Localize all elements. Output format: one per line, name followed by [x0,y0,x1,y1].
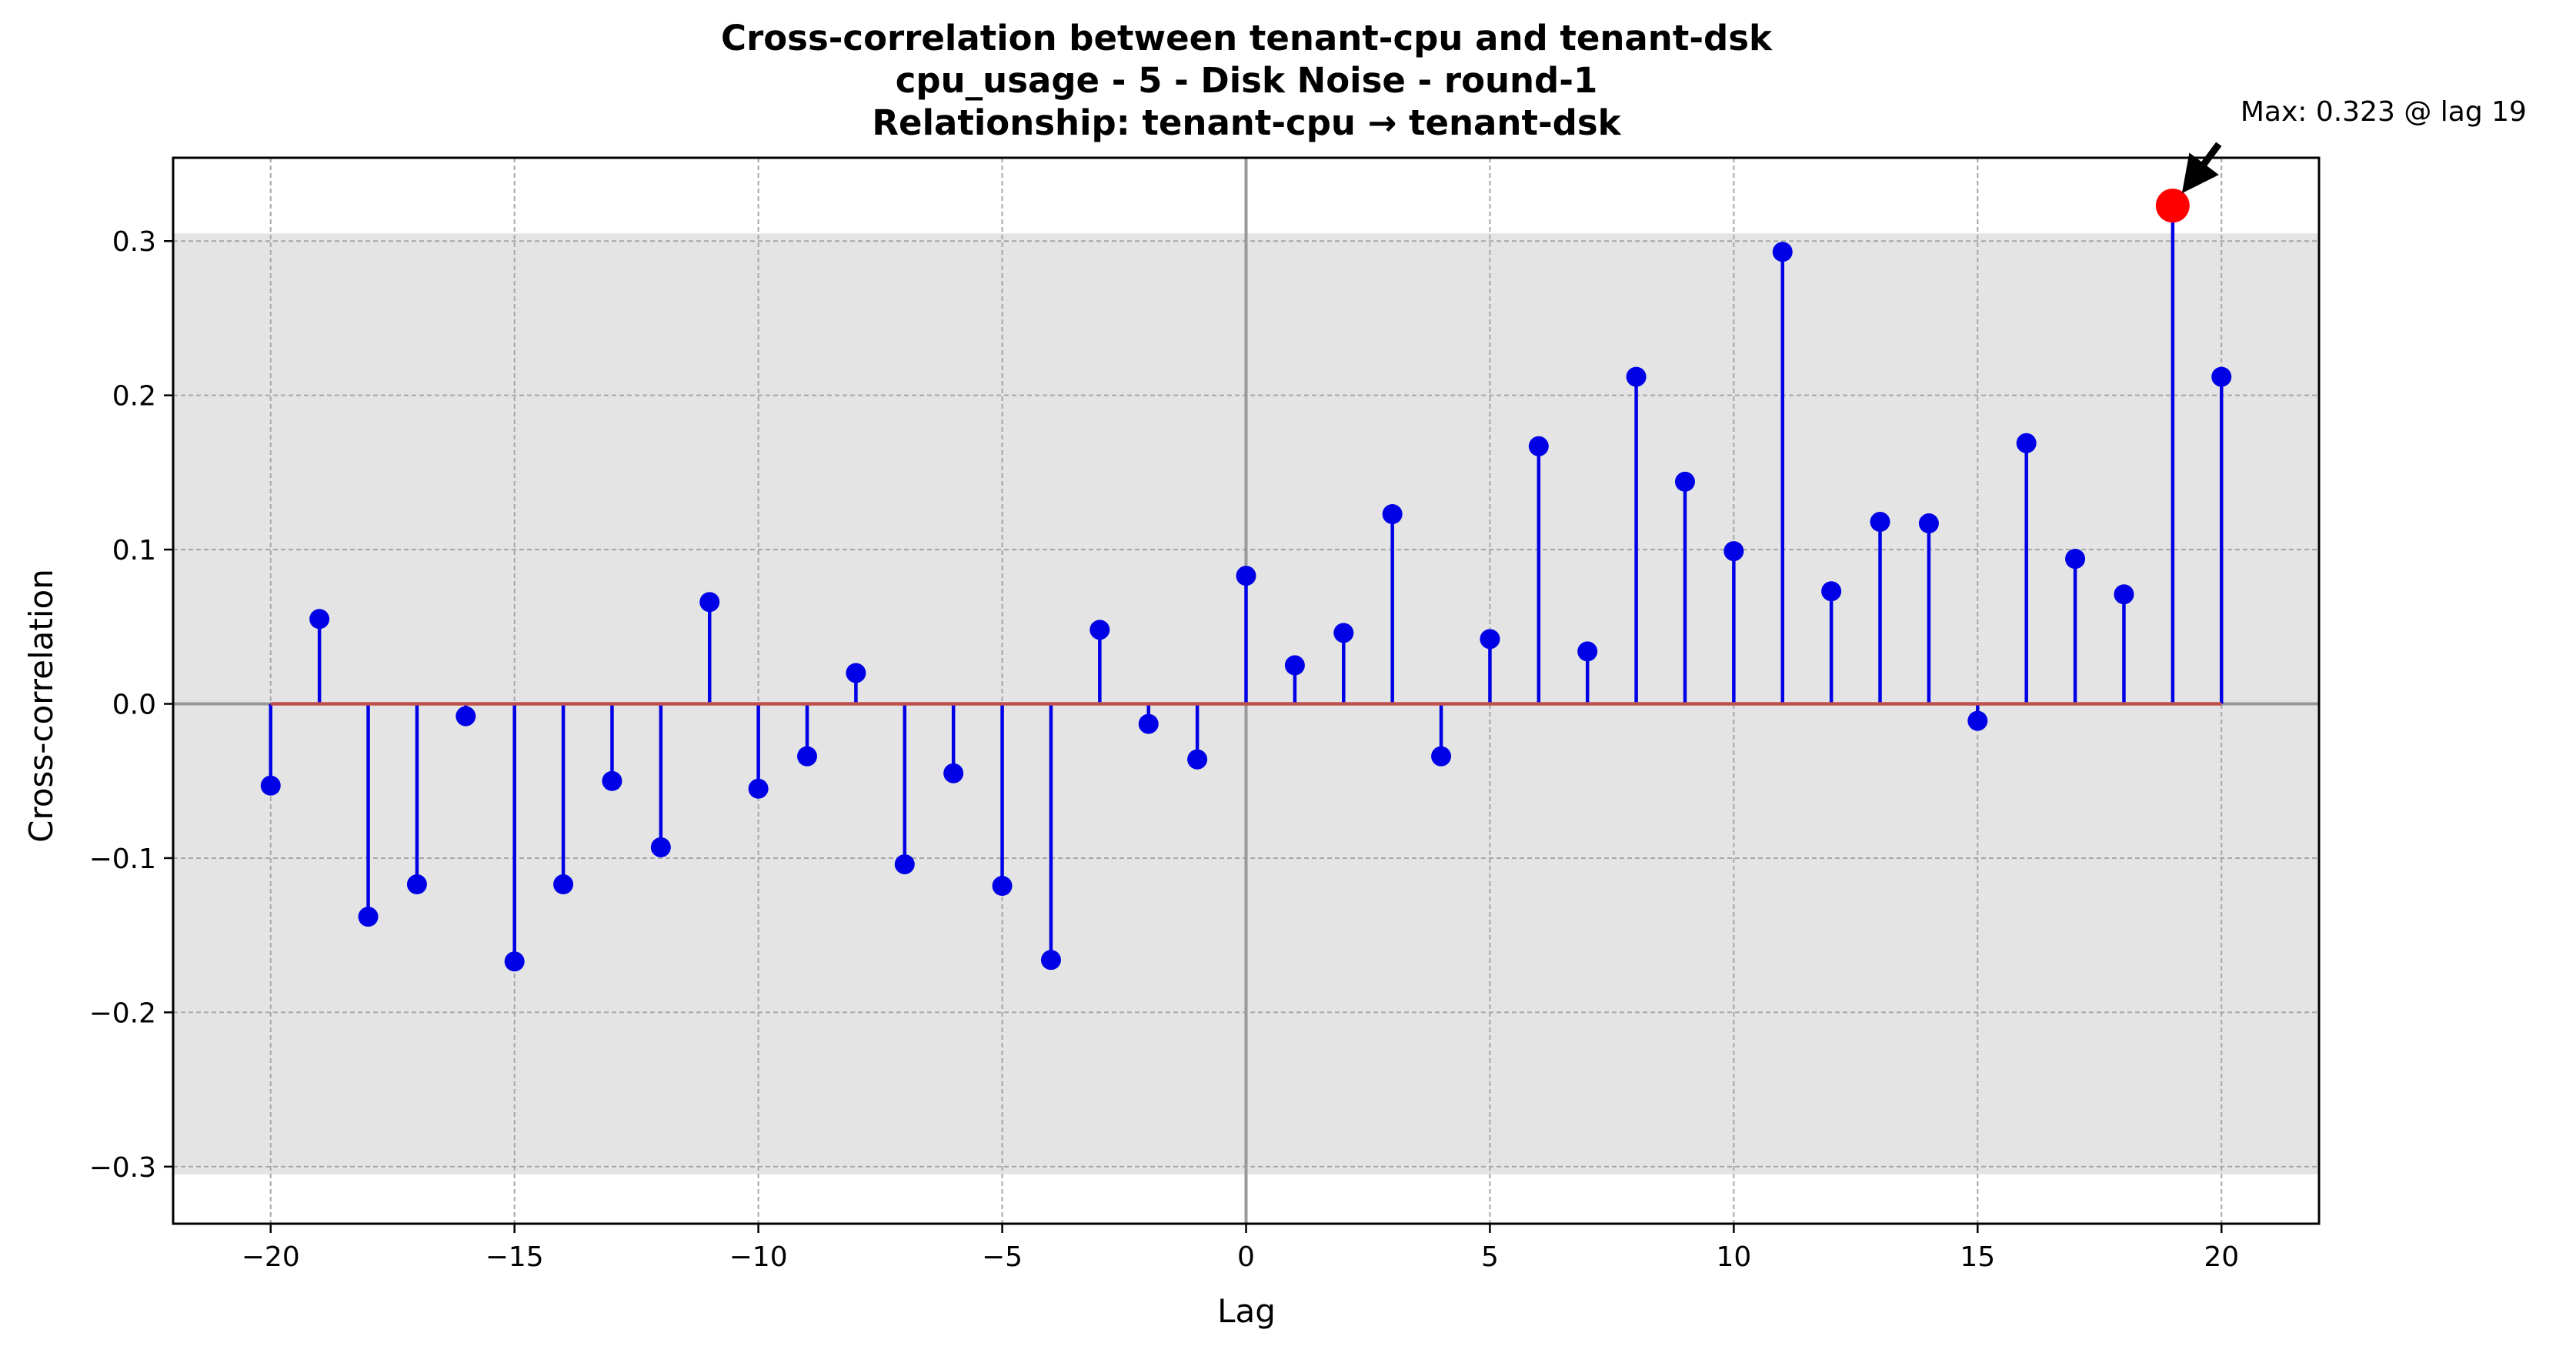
stem-marker [2016,433,2037,453]
chart-title-line-1: Cross-correlation between tenant-cpu and… [721,18,1773,58]
y-tick-label: −0.2 [89,997,156,1029]
x-axis-label: Lag [1217,1292,1276,1330]
y-tick-label: 0.3 [112,226,156,258]
stem-marker [1967,710,1988,731]
stem-marker [2114,584,2134,605]
max-point-marker [2155,189,2190,223]
x-tick-label: −15 [486,1241,544,1273]
stem-marker [1187,749,1208,770]
stem-marker [358,907,379,927]
x-tick-label: −20 [242,1241,300,1273]
stem-marker [2065,549,2086,570]
stem-marker [992,876,1013,897]
stem-marker [1089,620,1110,640]
stem-marker [1333,623,1354,643]
x-tick-label: 5 [1481,1241,1499,1273]
stem-marker [504,951,525,972]
x-tick-label: −10 [729,1241,788,1273]
stem-marker [406,874,427,895]
stem-marker [1284,655,1305,676]
stem-marker [748,778,769,799]
stem-marker [846,663,866,683]
stem-marker [602,770,622,791]
stem-marker [260,775,281,796]
stem-marker [2211,366,2232,387]
y-tick-label: 0.1 [112,535,156,566]
stem-marker [553,874,574,895]
stem-marker [1040,950,1061,970]
annotation-arrow-head [2181,152,2219,194]
stem-marker [1528,436,1549,456]
x-tick-label: 15 [1960,1241,1995,1273]
stem-marker [1382,504,1403,525]
y-tick-label: 0.0 [112,690,156,721]
x-tick-label: 0 [1237,1241,1255,1273]
x-tick-label: 20 [2204,1241,2239,1273]
stem-marker [1723,541,1744,562]
stem-marker [1431,746,1452,767]
stem-marker [1821,581,1842,602]
stem-marker [1870,512,1890,533]
y-tick-label: −0.3 [89,1152,156,1184]
stem-marker [1138,713,1159,734]
stem-marker [943,763,964,783]
chart-title-line-2: cpu_usage - 5 - Disk Noise - round-1 [896,60,1598,101]
stem-marker [1918,513,1939,534]
stem-marker [1626,366,1647,387]
max-annotation-label: Max: 0.323 @ lag 19 [2241,96,2527,128]
plot-inner [173,158,2319,1224]
plot-area: −20 −15 −10 −5 0 5 10 15 20 −0.3 −0.2 −0.1 0.0 0.1 0.2… [89,96,2527,1273]
x-tick-label: −5 [982,1241,1023,1273]
y-tick-label: −0.1 [89,844,156,875]
stem-marker [1236,566,1256,586]
stem-marker [1674,471,1695,492]
stem-marker [1480,629,1500,650]
stem-marker [455,706,476,727]
chart-title-line-3: Relationship: tenant-cpu → tenant-dsk [872,102,1621,143]
stem-marker [797,746,818,767]
stem-marker [650,837,671,857]
x-tick-label: 10 [1716,1241,1751,1273]
stem-marker [894,854,915,874]
stem-marker [699,592,720,613]
stem-marker [1772,242,1793,262]
stem-marker [1577,641,1598,662]
y-axis-label: Cross-correlation [22,569,60,843]
y-tick-label: 0.2 [112,381,156,413]
stem-marker [309,609,330,630]
